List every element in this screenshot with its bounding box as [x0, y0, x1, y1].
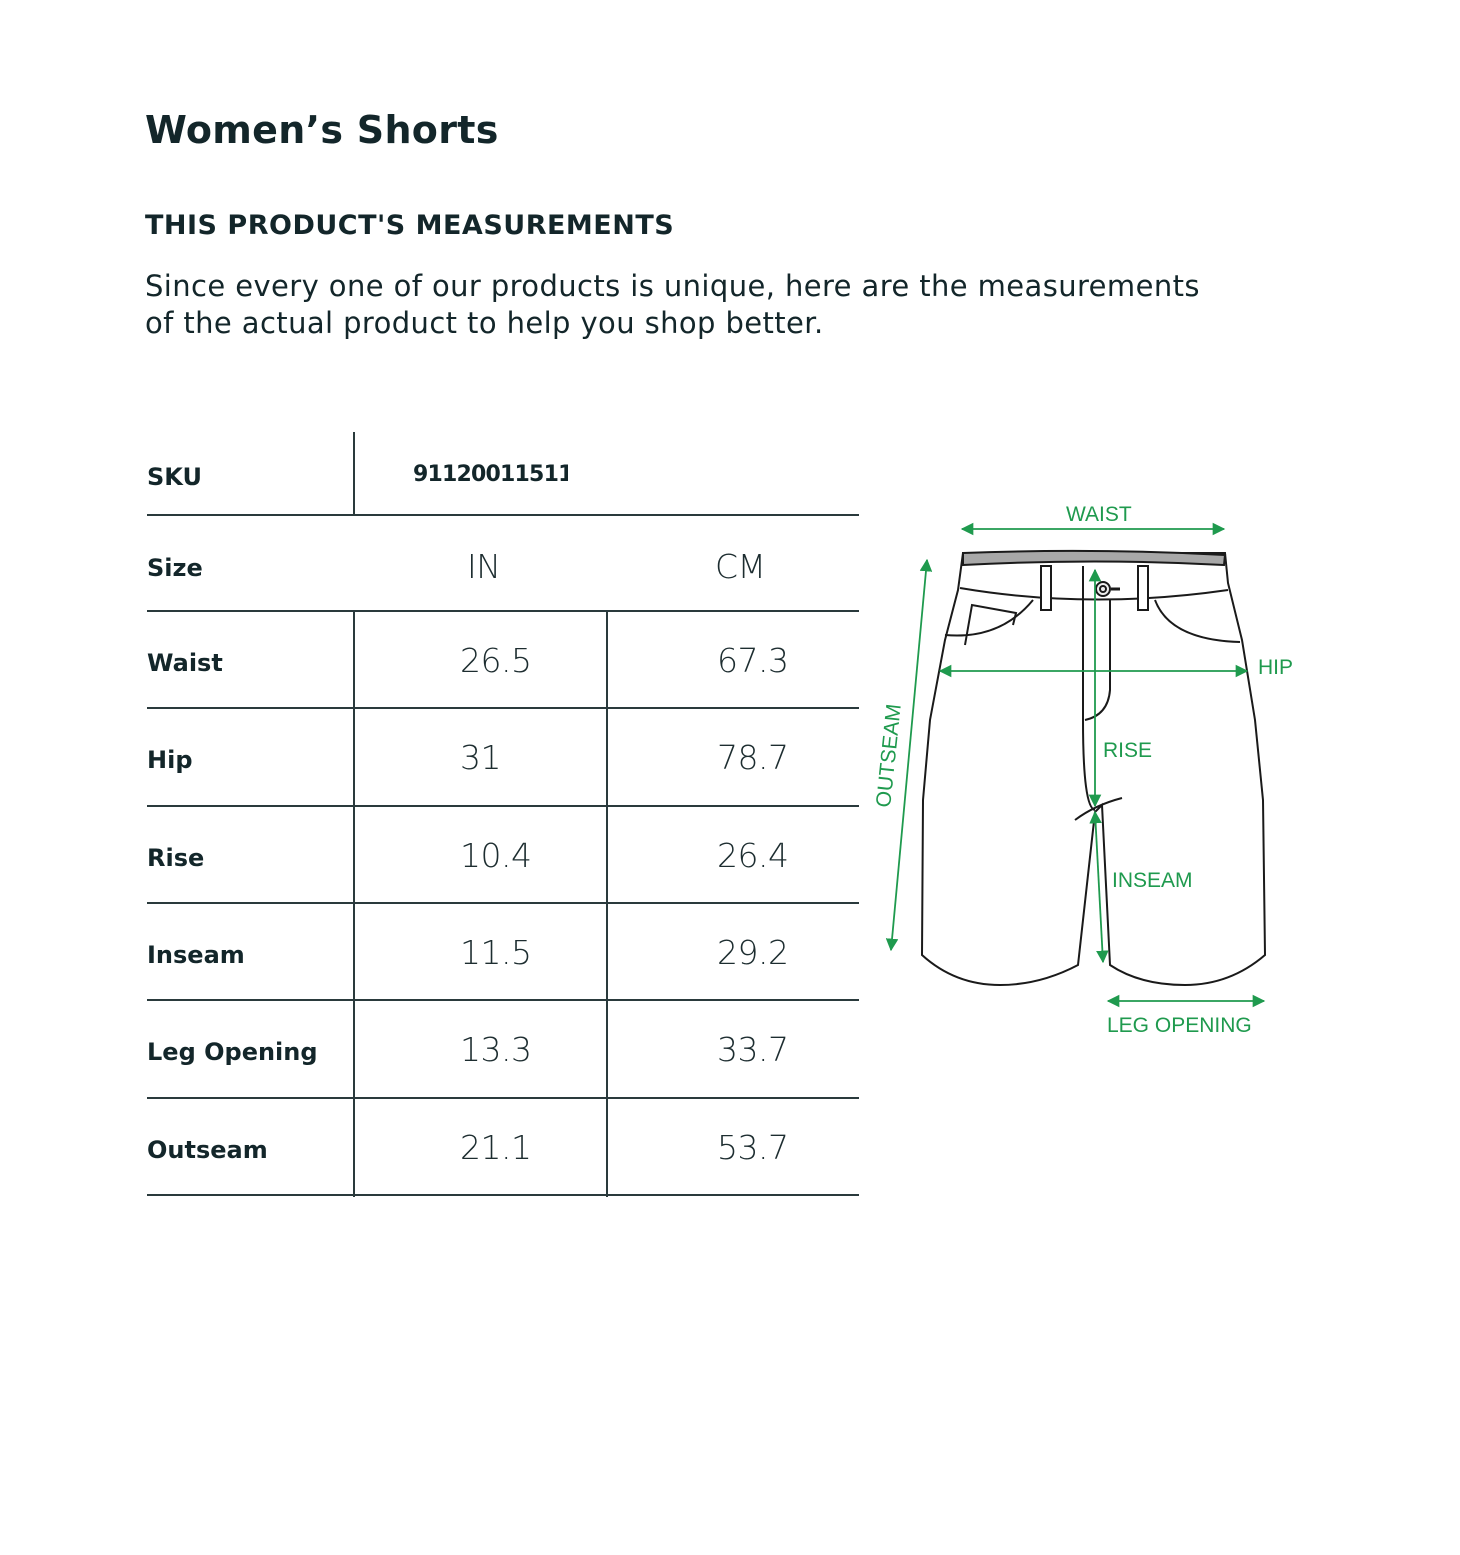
row-label: Hip — [147, 746, 193, 775]
unit-cm-header: CM — [715, 547, 766, 586]
inseam-arrow — [1089, 810, 1109, 964]
divider — [353, 611, 355, 1197]
outseam-arrow — [885, 558, 933, 952]
row-label: Waist — [147, 649, 223, 677]
rise-label: RISE — [1103, 739, 1152, 762]
description-line: Since every one of our products is uniqu… — [145, 269, 1200, 303]
row-label: Rise — [147, 843, 205, 872]
row-value-in: 11.5 — [460, 932, 532, 972]
sku-label: SKU — [147, 463, 202, 491]
divider — [147, 1194, 859, 1196]
divider — [147, 1097, 859, 1099]
row-value-in: 13.3 — [460, 1030, 532, 1070]
divider — [147, 805, 859, 807]
measurement-arrows — [885, 522, 1266, 1008]
hip-label: HIP — [1258, 656, 1293, 679]
section-heading: THIS PRODUCT'S MEASUREMENTS — [145, 210, 675, 241]
divider — [147, 707, 859, 709]
row-value-cm: 26.4 — [717, 835, 789, 875]
inseam-label: INSEAM — [1112, 869, 1193, 892]
size-label: Size — [147, 554, 203, 582]
row-value-in: 21.1 — [460, 1127, 532, 1167]
divider — [606, 611, 608, 1197]
row-label: Leg Opening — [147, 1038, 318, 1067]
sku-value: 9112001151101 — [413, 462, 568, 487]
row-value-cm: 29.2 — [717, 932, 789, 972]
shorts-outline — [920, 549, 1267, 987]
row-value-cm: 53.7 — [717, 1127, 789, 1167]
divider — [353, 432, 355, 516]
row-label: Inseam — [147, 940, 245, 969]
page-title: Women’s Shorts — [145, 108, 499, 152]
divider — [147, 514, 859, 516]
row-value-in: 26.5 — [460, 641, 532, 680]
outseam-label: OUTSEAM — [872, 703, 906, 809]
divider — [147, 999, 859, 1001]
row-value-in: 31 — [460, 738, 502, 778]
divider — [147, 902, 859, 904]
waist-label: WAIST — [1066, 503, 1132, 526]
row-value-cm: 33.7 — [717, 1030, 789, 1070]
divider — [147, 610, 859, 612]
row-value-cm: 78.7 — [717, 738, 789, 778]
row-value-in: 10.4 — [460, 835, 532, 875]
description-line: of the actual product to help you shop b… — [145, 306, 824, 340]
row-label: Outseam — [147, 1135, 268, 1164]
leg-opening-label: LEG OPENING — [1107, 1014, 1252, 1037]
unit-in-header: IN — [467, 547, 501, 586]
row-value-cm: 67.3 — [717, 641, 789, 680]
description: Since every one of our products is uniqu… — [145, 268, 1295, 342]
